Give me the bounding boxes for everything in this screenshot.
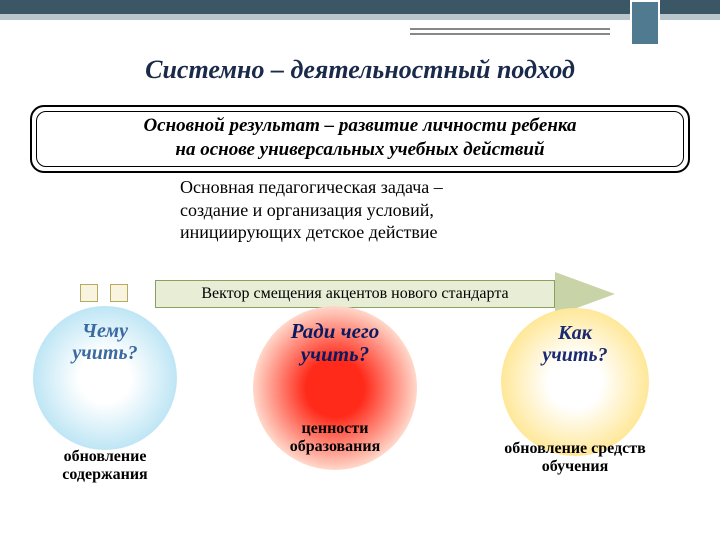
circle-sub-0: обновление содержания	[25, 448, 185, 485]
header-bar-2	[0, 14, 720, 20]
task-line1: Основная педагогическая задача –	[180, 177, 443, 197]
vector-row: Вектор смещения акцентов нового стандарт…	[80, 276, 680, 312]
circles-row: Чемуучить? обновление содержания Ради чего…	[0, 320, 720, 540]
circle-question-2: Какучить?	[485, 322, 665, 366]
task-text: Основная педагогическая задача – создани…	[180, 176, 560, 244]
header-lines	[410, 28, 610, 30]
header-square	[630, 0, 660, 46]
circle-question-0: Чемуучить?	[15, 320, 195, 364]
header-bar-1	[0, 0, 720, 14]
header-decoration	[0, 0, 720, 50]
task-line2: создание и организация условий,	[180, 200, 434, 220]
result-line1: Основной результат – развитие личности р…	[143, 115, 576, 136]
vector-square-2	[110, 284, 128, 302]
vector-square-1	[80, 284, 98, 302]
circle-question-1: Ради чегоучить?	[245, 320, 425, 366]
result-box: Основной результат – развитие личности р…	[30, 105, 690, 173]
task-line3: инициирующих детское действие	[180, 222, 438, 242]
circle-sub-2: обновление средств обучения	[495, 440, 655, 477]
vector-arrow-body: Вектор смещения акцентов нового стандарт…	[155, 280, 555, 308]
result-box-inner: Основной результат – развитие личности р…	[36, 111, 684, 167]
vector-label: Вектор смещения акцентов нового стандарт…	[201, 285, 508, 303]
circle-sub-1: ценности образования	[255, 420, 415, 457]
result-line2: на основе универсальных учебных действий	[175, 139, 544, 160]
page-title: Системно – деятельностный подход	[0, 55, 720, 85]
